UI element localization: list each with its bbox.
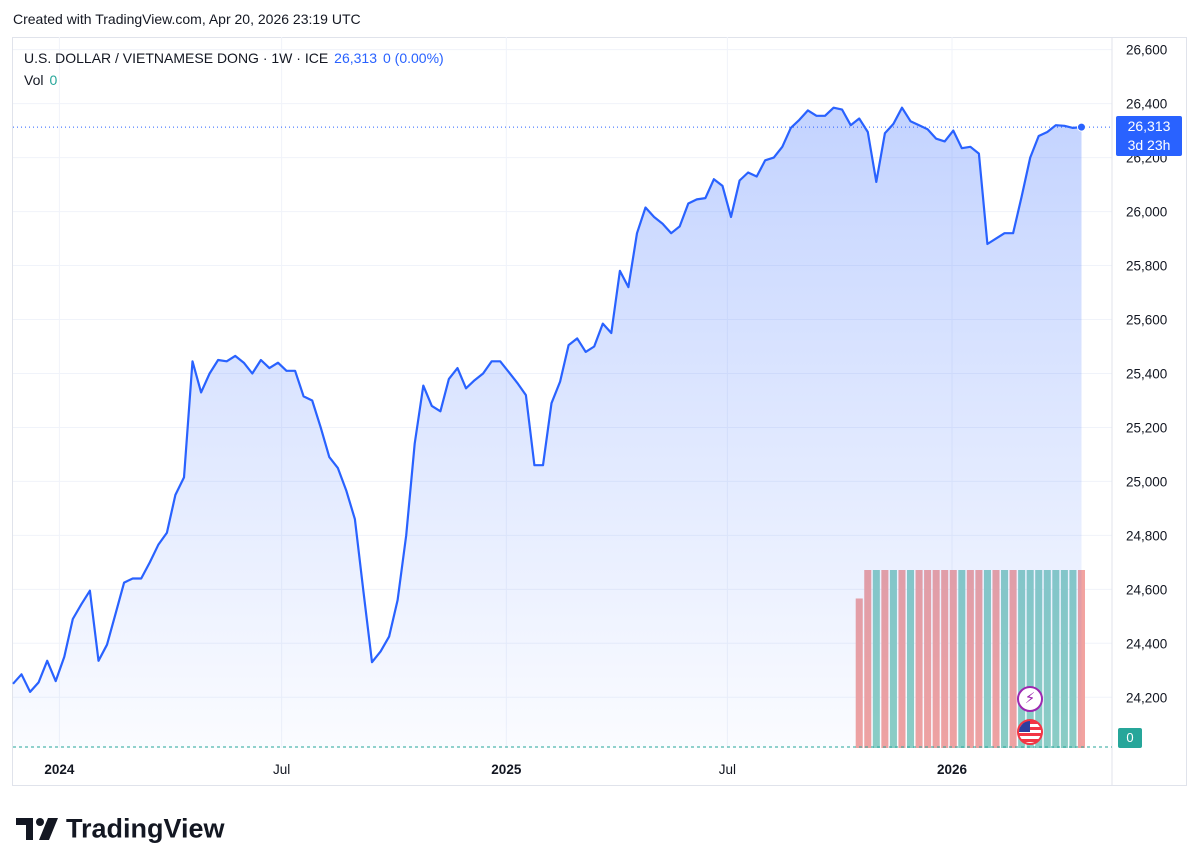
x-tick-label: Jul <box>273 762 290 777</box>
y-tick-label: 26,600 <box>1126 43 1167 58</box>
price-axis[interactable]: 24,200 24,400 24,600 24,800 25,000 25,200 25,4… <box>1126 43 1167 706</box>
x-tick-label: 2024 <box>44 762 75 777</box>
legend-volume-row: Vol 0 <box>24 69 444 91</box>
legend-change: 0 (0.00%) <box>383 50 444 66</box>
y-tick-label: 24,200 <box>1126 690 1167 705</box>
logo-text: TradingView <box>66 813 225 844</box>
x-tick-label: 2026 <box>937 762 968 777</box>
x-tick-label: Jul <box>719 762 736 777</box>
last-price-badge: 26,313 3d 23h <box>1116 116 1182 156</box>
tradingview-logo[interactable]: TradingView <box>16 812 225 844</box>
tradingview-logo-icon <box>16 816 60 842</box>
y-tick-label: 25,400 <box>1126 366 1167 381</box>
price-area-fill <box>13 107 1082 748</box>
y-tick-label: 25,200 <box>1126 420 1167 435</box>
y-tick-label: 24,600 <box>1126 582 1167 597</box>
y-tick-label: 26,000 <box>1126 205 1167 220</box>
badge-price: 26,313 <box>1127 118 1171 134</box>
flag-canton <box>1019 721 1030 732</box>
volume-label[interactable]: Vol <box>24 72 44 88</box>
last-price-dot <box>1076 122 1086 132</box>
y-tick-label: 26,400 <box>1126 97 1167 112</box>
chart-frame[interactable] <box>12 37 1187 786</box>
x-tick-label: 2025 <box>491 762 522 777</box>
legend-symbol-row: U.S. DOLLAR / VIETNAMESE DONG · 1W · ICE… <box>24 47 444 69</box>
y-tick-label: 25,800 <box>1126 259 1167 274</box>
badge-countdown: 3d 23h <box>1127 137 1171 153</box>
chart-legend: U.S. DOLLAR / VIETNAMESE DONG · 1W · ICE… <box>24 47 444 91</box>
y-tick-label: 24,800 <box>1126 528 1167 543</box>
y-tick-label: 24,400 <box>1126 636 1167 651</box>
price-line <box>12 106 1082 693</box>
created-with-text: Created with TradingView.com, Apr 20, 20… <box>13 11 361 27</box>
volume-value: 0 <box>49 72 58 88</box>
volume-axis-badge: 0 <box>1118 728 1142 748</box>
time-axis[interactable]: 2024 Jul 2025 Jul 2026 <box>44 762 967 777</box>
legend-last-price: 26,313 <box>334 50 377 66</box>
y-tick-label: 25,600 <box>1126 313 1167 328</box>
y-tick-label: 25,000 <box>1126 474 1167 489</box>
lightning-icon[interactable]: ⚡ <box>1017 686 1043 712</box>
us-flag-icon[interactable] <box>1017 719 1043 745</box>
symbol-title[interactable]: U.S. DOLLAR / VIETNAMESE DONG · 1W · ICE <box>24 50 329 66</box>
